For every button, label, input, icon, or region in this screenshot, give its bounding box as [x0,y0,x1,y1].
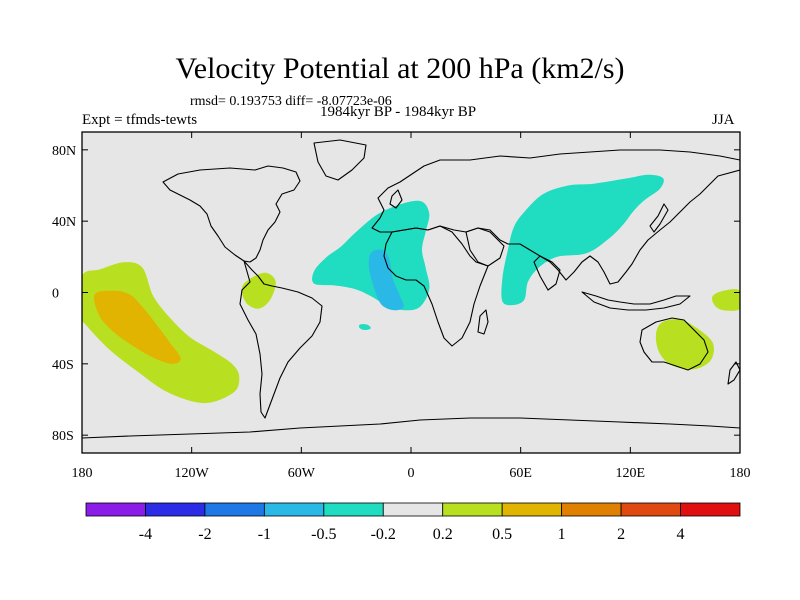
chart-title: Velocity Potential at 200 hPa (km2/s) [175,52,625,85]
x-tick-label: 120W [175,466,210,481]
colorbar-label: 4 [677,526,685,543]
coastline-indonesia [581,291,691,311]
y-tick-label: 40N [52,215,76,230]
colorbar-swatch [501,502,563,517]
y-tick-label: 80S [52,429,74,444]
colorbar-label: -4 [139,526,152,543]
coastline-japan [649,203,669,233]
colorbar-label: 0.2 [433,526,453,543]
colorbar-label: -2 [198,526,211,543]
contour-region-asia-negative [501,174,664,306]
colorbar-swatch [204,502,265,517]
colorbar-swatch [263,502,325,517]
coastline-australia [639,317,709,371]
colorbar-swatch [145,502,206,517]
coastline-greenland [313,139,367,181]
coastlines [82,139,740,439]
colorbar-label: -1 [258,526,271,543]
colorbar-label: -0.2 [371,526,396,543]
contour-region-atlantic-core-negative [368,249,404,311]
y-axis: 80N 40N 0 40S 80S [52,144,740,444]
colorbar-swatch [620,502,681,517]
x-tick-label: 180 [72,466,93,481]
colorbar: -4 -2 -1 -0.5 -0.2 0.2 0.5 1 2 4 [85,502,741,543]
colorbar-label: 2 [617,526,625,543]
x-axis: 180 120W 60W 0 60E 120E 180 [72,132,751,481]
colorbar-label: 0.5 [492,526,512,543]
contour-region-australia-positive [655,319,715,370]
coastline-africa [383,225,489,347]
colorbar-swatch [382,502,444,517]
contour-region-central-pacific-strong [94,290,181,364]
stats-text: rmsd= 0.193753 diff= -8.07723e-06 [190,94,392,109]
y-tick-label: 40S [52,358,74,373]
colorbar-label: -0.5 [311,526,336,543]
x-tick-label: 120E [616,466,646,481]
contour-region-west-pacific-positive [711,289,740,311]
coastline-british-isles [389,189,403,209]
coastline-india [533,255,561,291]
period-label: 1984kyr BP - 1984kyr BP [320,104,477,120]
coastline-madagascar [477,309,489,335]
colorbar-swatch [442,502,503,517]
coastline-north-america [162,165,301,263]
contour-region-brazil-coast-spot [359,324,371,330]
colorbar-swatch [561,502,622,517]
contour-regions [82,174,740,404]
experiment-label: Expt = tfmds-tewts [82,112,198,128]
x-tick-label: 60E [509,466,532,481]
coastline-arabia [465,227,505,267]
coastline-eurasia [371,149,740,285]
coastline-south-america [239,260,323,419]
y-tick-label: 0 [52,287,59,302]
season-label: JJA [712,112,735,128]
colorbar-swatch [680,502,741,517]
x-tick-label: 60W [288,466,316,481]
y-tick-label: 80N [52,144,76,159]
colorbar-swatch [85,502,146,517]
x-tick-label: 180 [730,466,751,481]
coastline-antarctica [82,417,740,439]
colorbar-swatch [323,502,384,517]
x-tick-label: 0 [408,466,415,481]
colorbar-label: 1 [558,526,566,543]
